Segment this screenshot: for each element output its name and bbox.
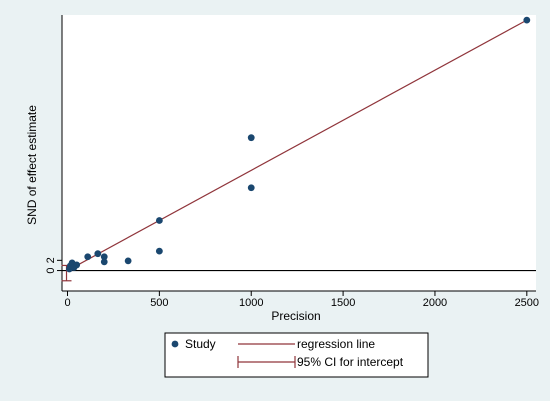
legend-ci-swatch [237,356,296,368]
x-tick-label: 1500 [331,297,355,309]
plot-area [62,15,536,291]
y-tick-label: 0 [45,267,57,273]
legend-study-label: Study [185,337,216,351]
study-point [523,16,531,24]
regression-line [67,19,528,272]
legend-box [164,332,429,378]
y-axis-label: SND of effect estimate [25,105,39,225]
study-point [124,257,132,265]
x-tick-label: 2000 [423,297,447,309]
study-point [84,253,92,261]
study-point [155,247,163,255]
x-tick-label: 500 [150,297,168,309]
study-point [247,184,255,192]
y-tick-label: 2 [45,257,57,263]
study-point [100,253,108,261]
x-tick-label: 1000 [239,297,263,309]
study-point [100,258,108,266]
legend-ci-label: 95% CI for intercept [297,355,404,369]
study-point [73,261,81,269]
x-tick-label: 0 [64,297,70,309]
study-point [247,134,255,142]
study-point [155,217,163,224]
legend-regression-label: regression line [297,337,375,351]
legend-study-marker [171,340,179,348]
x-tick-label: 2500 [515,297,539,309]
study-point [94,250,102,258]
x-axis-label: Precision [271,309,320,323]
